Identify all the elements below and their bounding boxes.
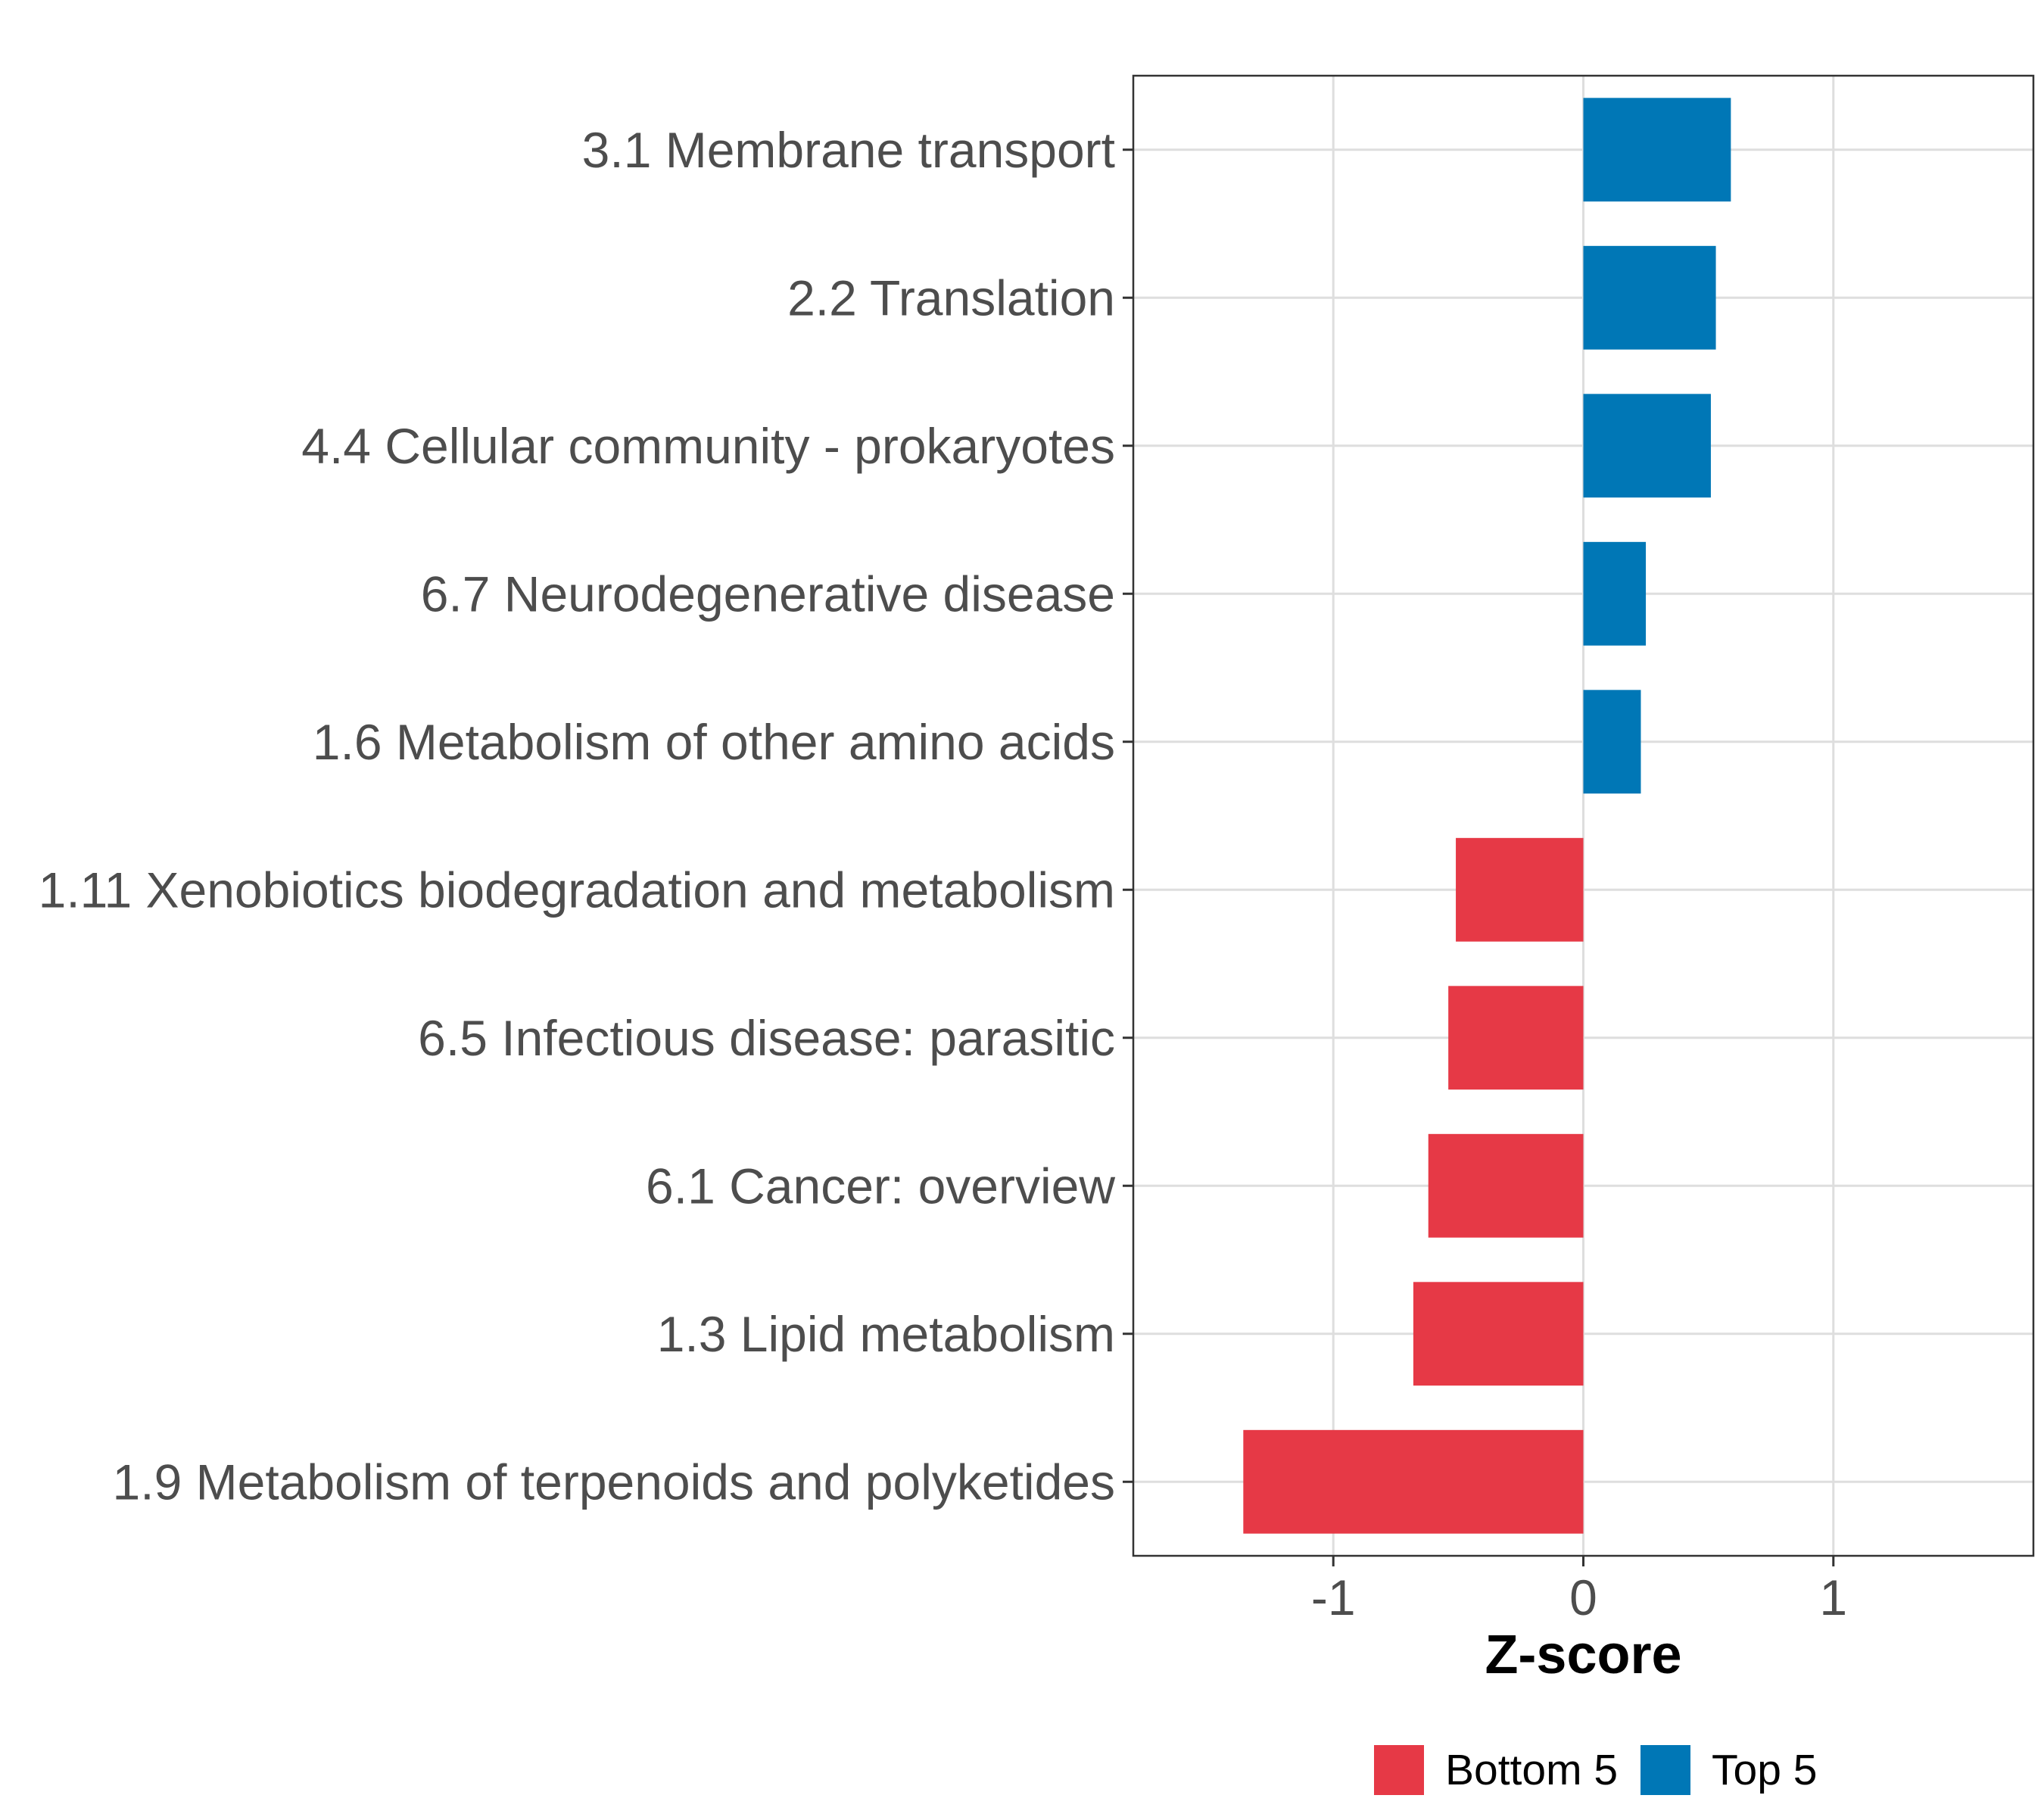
y-tick-label: 6.7 Neurodegenerative disease xyxy=(421,566,1115,622)
bar xyxy=(1583,245,1716,350)
x-tick-label: 1 xyxy=(1819,1569,1847,1625)
bar xyxy=(1583,394,1711,498)
bar xyxy=(1456,837,1584,942)
y-tick-label: 1.11 Xenobiotics biodegradation and meta… xyxy=(39,862,1115,918)
bar xyxy=(1583,541,1647,646)
legend-key xyxy=(1374,1745,1424,1795)
x-axis-title: Z-score xyxy=(1485,1625,1681,1685)
x-tick-label: -1 xyxy=(1311,1569,1356,1625)
bar xyxy=(1413,1282,1584,1386)
bar xyxy=(1583,690,1641,794)
bar xyxy=(1448,986,1584,1090)
y-tick-label: 1.6 Metabolism of other amino acids xyxy=(313,714,1115,770)
bar xyxy=(1243,1429,1584,1534)
axis-layer: 3.1 Membrane transport 2.2 Translation 4.4… xyxy=(39,122,1848,1625)
y-tick-label: 1.3 Lipid metabolism xyxy=(657,1306,1115,1362)
y-tick-label: 6.5 Infectious disease: parasitic xyxy=(418,1010,1115,1066)
x-tick-label: 0 xyxy=(1569,1569,1597,1625)
legend-label: Top 5 xyxy=(1712,1746,1817,1794)
bar-layer xyxy=(1243,98,1731,1534)
y-tick-label: 3.1 Membrane transport xyxy=(582,122,1115,178)
y-tick-label: 6.1 Cancer: overview xyxy=(646,1158,1115,1214)
legend-label: Bottom 5 xyxy=(1445,1746,1618,1794)
legend-key xyxy=(1640,1745,1690,1795)
bar xyxy=(1583,98,1731,202)
y-tick-label: 1.9 Metabolism of terpenoids and polyket… xyxy=(113,1454,1115,1510)
y-tick-label: 2.2 Translation xyxy=(787,270,1115,326)
bar xyxy=(1428,1133,1584,1238)
legend: Bottom 5 Top 5 xyxy=(1374,1745,1817,1795)
y-tick-label: 4.4 Cellular community - prokaryotes xyxy=(301,418,1115,474)
